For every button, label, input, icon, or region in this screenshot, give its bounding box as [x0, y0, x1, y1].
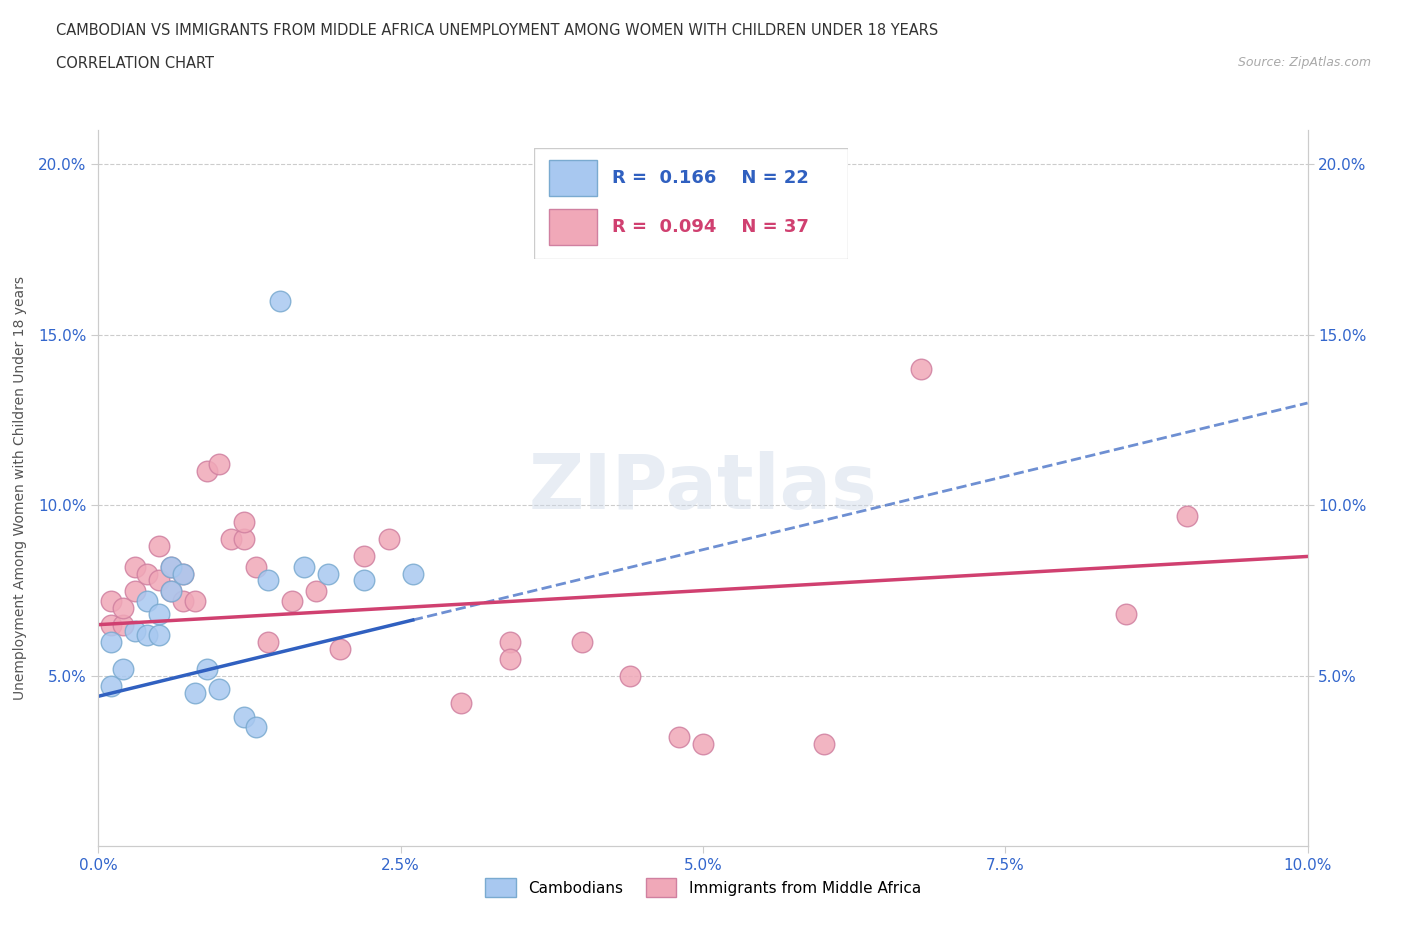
Point	[172, 566, 194, 581]
Point	[148, 573, 170, 588]
Point	[377, 532, 399, 547]
Point	[111, 600, 134, 615]
Point	[232, 532, 254, 547]
Text: R =  0.094    N = 37: R = 0.094 N = 37	[613, 218, 810, 236]
Text: ZIPatlas: ZIPatlas	[529, 451, 877, 525]
Point	[160, 559, 183, 574]
Point	[256, 634, 278, 649]
Point	[135, 628, 157, 643]
Point	[124, 583, 146, 598]
Point	[124, 559, 146, 574]
Point	[813, 737, 835, 751]
Point	[910, 362, 932, 377]
Point	[184, 685, 207, 700]
Point	[245, 559, 267, 574]
Point	[281, 593, 304, 608]
Point	[208, 682, 231, 697]
Point	[195, 464, 218, 479]
Point	[100, 593, 122, 608]
Point	[619, 669, 641, 684]
Point	[232, 515, 254, 530]
Y-axis label: Unemployment Among Women with Children Under 18 years: Unemployment Among Women with Children U…	[13, 276, 27, 700]
Text: Source: ZipAtlas.com: Source: ZipAtlas.com	[1237, 56, 1371, 69]
Point	[245, 720, 267, 735]
Point	[124, 624, 146, 639]
Point	[498, 634, 520, 649]
FancyBboxPatch shape	[534, 148, 848, 259]
Point	[221, 532, 243, 547]
Point	[160, 559, 183, 574]
Point	[148, 538, 170, 553]
Point	[450, 696, 472, 711]
Point	[498, 651, 520, 666]
Point	[316, 566, 339, 581]
Point	[402, 566, 425, 581]
Point	[160, 583, 183, 598]
Point	[305, 583, 328, 598]
Point	[668, 730, 690, 745]
Point	[172, 566, 194, 581]
Point	[329, 641, 352, 656]
Point	[353, 573, 375, 588]
Point	[100, 634, 122, 649]
Point	[172, 593, 194, 608]
Point	[148, 628, 170, 643]
Point	[1115, 607, 1137, 622]
Point	[135, 566, 157, 581]
Point	[571, 634, 593, 649]
Text: R =  0.166    N = 22: R = 0.166 N = 22	[613, 169, 810, 187]
Point	[232, 710, 254, 724]
Point	[100, 679, 122, 694]
Point	[256, 573, 278, 588]
Point	[292, 559, 315, 574]
Point	[208, 457, 231, 472]
Bar	[550, 160, 596, 196]
Point	[148, 607, 170, 622]
Point	[111, 661, 134, 676]
Text: CORRELATION CHART: CORRELATION CHART	[56, 56, 214, 71]
Point	[692, 737, 714, 751]
Point	[353, 549, 375, 564]
Point	[1175, 508, 1198, 523]
Point	[195, 661, 218, 676]
Point	[160, 583, 183, 598]
Point	[111, 618, 134, 632]
Point	[135, 593, 157, 608]
Legend: Cambodians, Immigrants from Middle Africa: Cambodians, Immigrants from Middle Afric…	[479, 872, 927, 903]
Point	[269, 293, 291, 308]
Point	[100, 618, 122, 632]
Text: CAMBODIAN VS IMMIGRANTS FROM MIDDLE AFRICA UNEMPLOYMENT AMONG WOMEN WITH CHILDRE: CAMBODIAN VS IMMIGRANTS FROM MIDDLE AFRI…	[56, 23, 938, 38]
Bar	[550, 209, 596, 245]
Point	[184, 593, 207, 608]
